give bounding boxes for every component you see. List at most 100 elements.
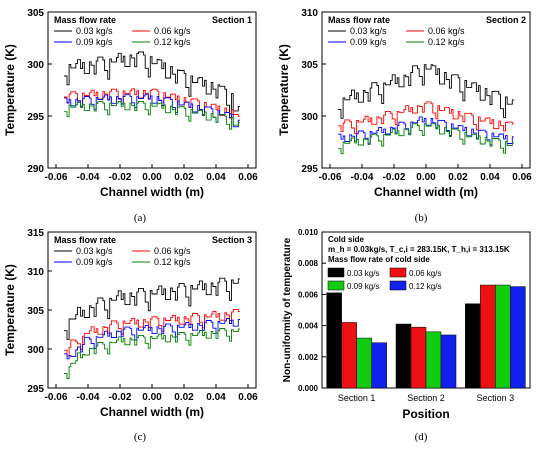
legend-swatch xyxy=(389,267,407,278)
section-label: Section 2 xyxy=(486,15,526,25)
legend-swatch xyxy=(327,280,345,291)
bar-section3-012 xyxy=(510,286,526,389)
x-axis-label: Position xyxy=(402,407,449,421)
y-tick-label: 300 xyxy=(301,112,318,123)
y-tick-label: 310 xyxy=(301,8,318,19)
section-label: Section 3 xyxy=(212,235,252,245)
legend-label: 0.12 kg/s xyxy=(154,37,191,47)
series-line-012 xyxy=(64,100,240,130)
panel-b: 295 300 305 310 -0.06 -0.04 -0.02 0.00 0.02 0.04 0… xyxy=(277,8,532,224)
x-tick-label: Section 3 xyxy=(477,393,515,403)
series-line-006 xyxy=(64,88,240,119)
legend-label: 0.03 kg/s xyxy=(76,26,113,36)
x-tick-label: 0.04 xyxy=(206,172,226,183)
y-tick-label: 305 xyxy=(27,8,44,19)
legend-swatch xyxy=(389,280,407,291)
bar-section3-006 xyxy=(480,284,496,389)
x-tick-label: 0.06 xyxy=(238,172,258,183)
x-tick-label: 0.00 xyxy=(142,392,162,403)
series-line-006 xyxy=(338,101,514,135)
legend-label: 0.09 kg/s xyxy=(350,37,387,47)
legend-label: 0.09 kg/s xyxy=(347,282,379,291)
legend-label: 0.12 kg/s xyxy=(428,37,465,47)
y-tick-label: 315 xyxy=(27,228,44,239)
y-tick-label: 0.002 xyxy=(298,353,319,362)
x-tick-label: 0.06 xyxy=(512,172,532,183)
panel-a: 290 295 300 305 -0.06 -0.04 -0.02 0.00 0.02 0.04 0… xyxy=(3,8,258,224)
legend-label: 0.06 kg/s xyxy=(409,269,441,278)
series-line-003 xyxy=(338,64,514,119)
panel-d: 0.000 0.002 0.004 0.006 0.008 0.010 Section 1 S… xyxy=(282,228,531,443)
series-line-009 xyxy=(64,93,240,128)
x-tick-label: 0.06 xyxy=(238,392,258,403)
panel-c: 295 300 305 310 315 -0.06 -0.04 -0.02 0.00 0.02 0.… xyxy=(3,228,258,443)
x-tick-label: 0.02 xyxy=(448,172,468,183)
x-tick-label: -0.04 xyxy=(77,172,100,183)
x-tick-label: -0.02 xyxy=(383,172,406,183)
x-axis-label: Channel width (m) xyxy=(100,405,204,419)
legend-title: Mass flow rate xyxy=(54,235,116,245)
legend-label: 0.06 kg/s xyxy=(154,26,191,36)
panel-caption: (c) xyxy=(134,431,147,443)
series-line-009 xyxy=(338,116,514,146)
series-line-012 xyxy=(64,328,240,379)
x-tick-label: 0.04 xyxy=(480,172,500,183)
y-tick-label: 295 xyxy=(27,112,44,123)
x-tick-label: 0.02 xyxy=(174,172,194,183)
y-axis-label: Temperature (K) xyxy=(3,44,17,136)
panel-caption: (d) xyxy=(415,431,428,443)
x-axis-label: Channel width (m) xyxy=(100,185,204,199)
y-tick-label: 0.004 xyxy=(298,322,319,331)
legend-label: 0.09 kg/s xyxy=(76,257,113,267)
x-tick-label: 0.02 xyxy=(174,392,194,403)
y-tick-label: 305 xyxy=(27,306,44,317)
info-line: m_h = 0.03kg/s, T_c,i = 283.15K, T_h,i =… xyxy=(328,245,510,254)
y-axis-label: Temperature (K) xyxy=(277,44,291,136)
legend-title: Mass flow rate xyxy=(54,15,116,25)
y-tick-label: 0.010 xyxy=(298,228,319,237)
x-tick-label: -0.04 xyxy=(77,392,100,403)
x-tick-label: 0.00 xyxy=(416,172,436,183)
y-axis-label: Temperature (K) xyxy=(3,264,17,356)
bar-section3-003 xyxy=(465,303,481,389)
bar-section2-009 xyxy=(425,331,442,389)
legend-title: Mass flow rate of cold side xyxy=(328,255,430,264)
y-tick-label: 300 xyxy=(27,345,44,356)
legend-label: 0.03 kg/s xyxy=(76,246,113,256)
panel-caption: (b) xyxy=(415,212,428,224)
bar-section3-009 xyxy=(495,284,511,389)
y-tick-label: 290 xyxy=(27,164,44,175)
y-axis-label: Non-uniformity of temperature xyxy=(282,237,293,382)
series-line-009 xyxy=(64,318,240,360)
x-tick-label: -0.06 xyxy=(319,172,342,183)
legend-label: 0.03 kg/s xyxy=(347,269,379,278)
legend-label: 0.06 kg/s xyxy=(428,26,465,36)
bar-section1-006 xyxy=(341,322,357,389)
legend-swatch xyxy=(327,267,345,278)
x-tick-label: -0.02 xyxy=(109,172,132,183)
bar-section2-003 xyxy=(395,323,412,389)
series-line-003 xyxy=(64,51,240,115)
y-tick-label: 305 xyxy=(301,60,318,71)
series-line-012 xyxy=(338,123,514,155)
x-tick-label: -0.06 xyxy=(45,392,68,403)
x-tick-label: 0.04 xyxy=(206,392,226,403)
series-line-003 xyxy=(64,277,240,340)
bar-section2-012 xyxy=(440,334,457,389)
x-tick-label: -0.02 xyxy=(109,392,132,403)
x-tick-label: -0.06 xyxy=(45,172,68,183)
x-tick-label: -0.04 xyxy=(351,172,374,183)
legend-title: Mass flow rate xyxy=(328,15,390,25)
series-line-006 xyxy=(64,309,240,357)
legend-label: 0.06 kg/s xyxy=(154,246,191,256)
x-tick-label: Section 2 xyxy=(407,393,445,403)
y-tick-label: 295 xyxy=(301,164,318,175)
bar-section1-009 xyxy=(356,337,372,389)
bar-section1-003 xyxy=(326,292,342,389)
legend-label: 0.12 kg/s xyxy=(154,257,191,267)
info-title: Cold side xyxy=(328,235,365,244)
legend-label: 0.09 kg/s xyxy=(76,37,113,47)
y-tick-label: 0.000 xyxy=(298,384,319,393)
y-tick-label: 300 xyxy=(27,60,44,71)
